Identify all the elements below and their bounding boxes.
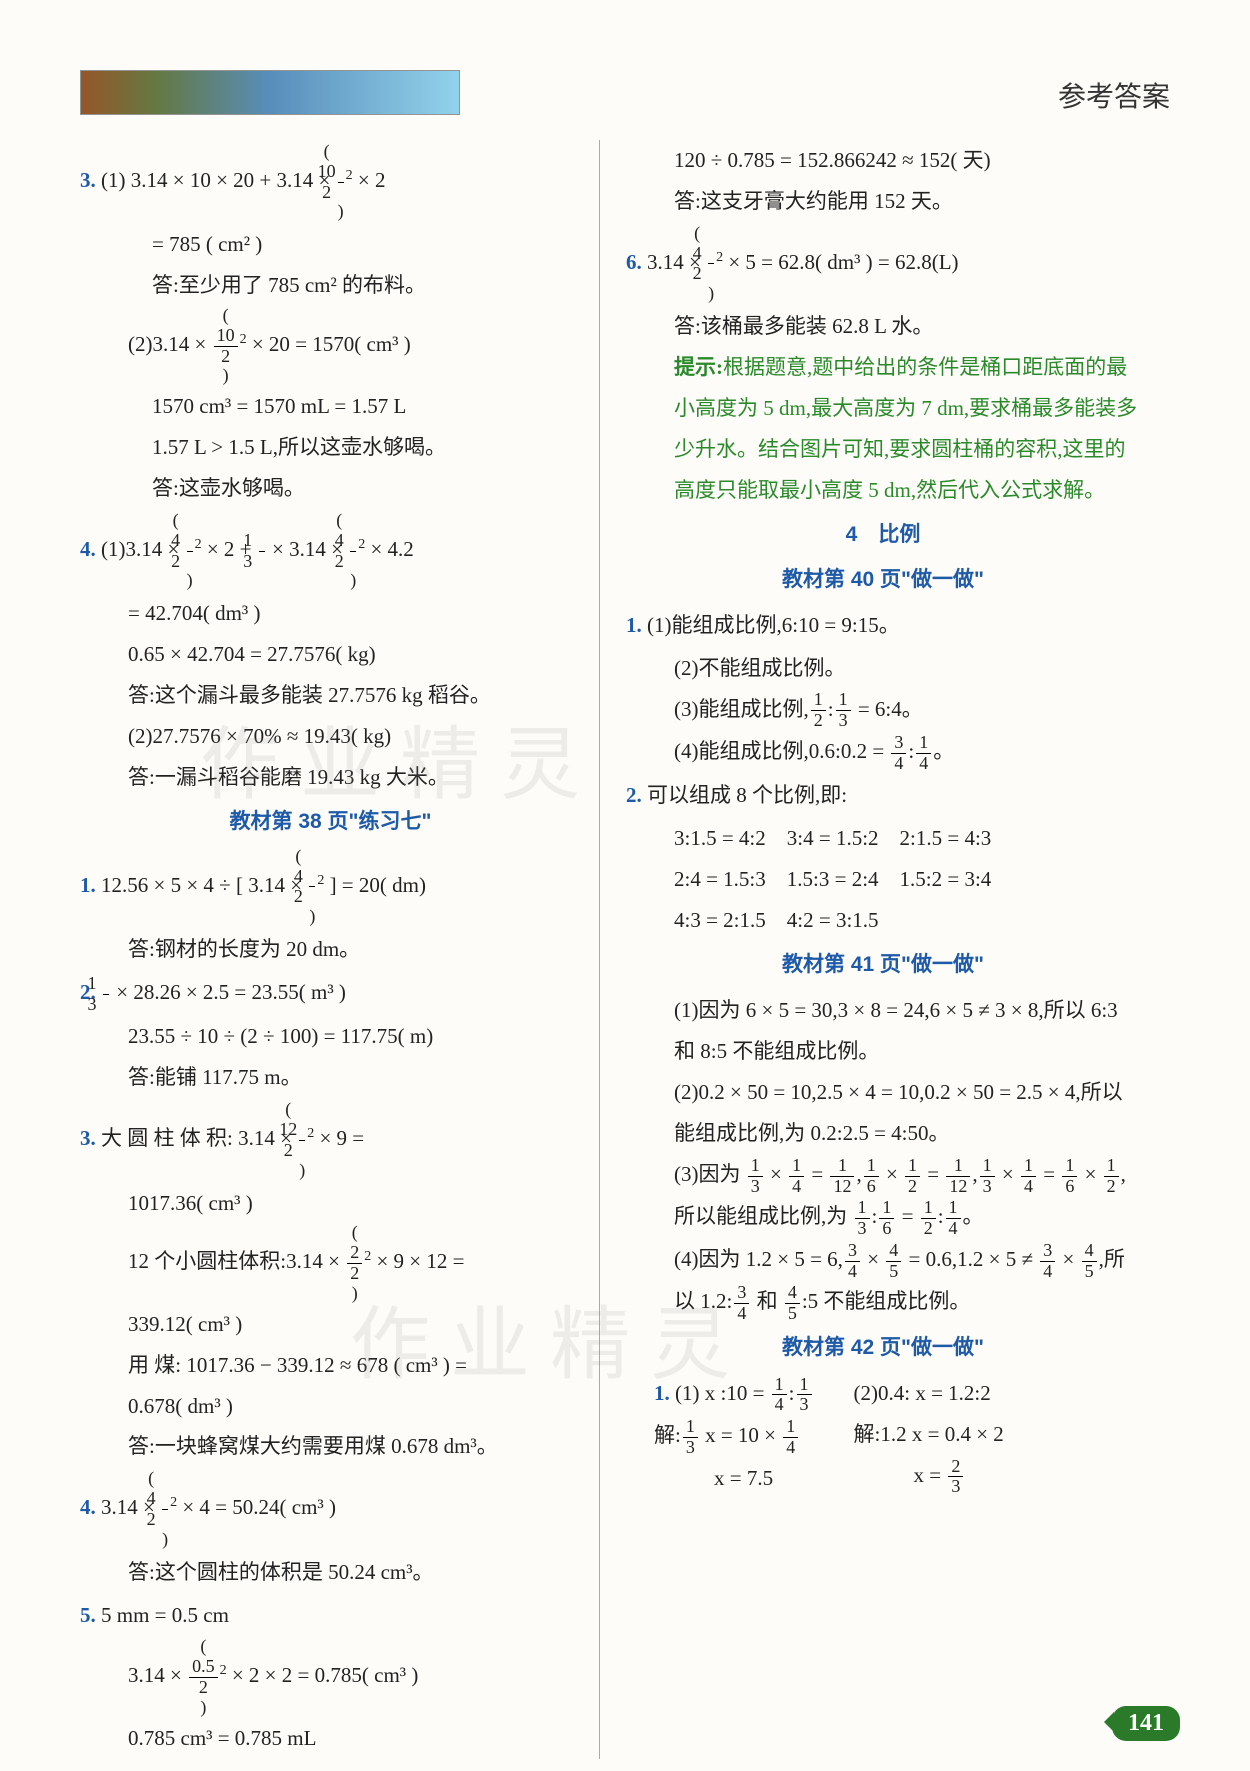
- problem-2: 2. 13 × 28.26 × 2.5 = 23.55( m³ ): [80, 972, 581, 1014]
- text: 0.785 cm³ = 0.785 mL: [80, 1718, 581, 1759]
- text: (3)能组成比例,12:13 = 6:4。: [626, 689, 1140, 731]
- text: 答:至少用了 785 cm² 的布料。: [80, 265, 581, 306]
- left-column: 3. (1) 3.14 × 10 × 20 + 3.14 × (102)2 × …: [80, 140, 600, 1759]
- text: 1017.36( cm³ ): [80, 1183, 581, 1224]
- text: (3)因为 13 × 14 = 112,16 × 12 = 112,13 × 1…: [626, 1154, 1140, 1239]
- text: 答:这个圆柱的体积是 50.24 cm³。: [80, 1552, 581, 1593]
- problem-42-row: 1. (1) x :10 = 14:13 解:13 x = 10 × 14 x …: [626, 1373, 1140, 1499]
- text: 答:这支牙膏大约能用 152 天。: [626, 181, 1140, 222]
- problem-5: 5. 5 mm = 0.5 cm: [80, 1595, 581, 1636]
- right-column: 120 ÷ 0.785 = 152.866242 ≈ 152( 天) 答:这支牙…: [620, 140, 1140, 1759]
- text: (1)因为 6 × 5 = 30,3 × 8 = 24,6 × 5 ≠ 3 × …: [626, 990, 1140, 1072]
- section-header: 教材第 41 页"做一做": [626, 945, 1140, 986]
- text: 答:一漏斗稻谷能磨 19.43 kg 大米。: [80, 757, 581, 798]
- text: (2)不能组成比例。: [626, 648, 1140, 689]
- text: 2:4 = 1.5:3 1.5:3 = 2:4 1.5:2 = 3:4: [626, 859, 1140, 900]
- problem-1: 1. 12.56 × 5 × 4 ÷ [ 3.14 × (42)2 ] = 20…: [80, 847, 581, 927]
- text: (2)0.2 × 50 = 10,2.5 × 4 = 10,0.2 × 50 =…: [626, 1072, 1140, 1154]
- text: (4)能组成比例,0.6:0.2 = 34:14。: [626, 731, 1140, 773]
- text: 答:一块蜂窝煤大约需要用煤 0.678 dm³。: [80, 1426, 581, 1467]
- content-columns: 3. (1) 3.14 × 10 × 20 + 3.14 × (102)2 × …: [80, 140, 1190, 1759]
- text: = 785 ( cm² ): [80, 224, 581, 265]
- tip-text: 提示:根据题意,题中给出的条件是桶口距底面的最小高度为 5 dm,最大高度为 7…: [626, 347, 1140, 511]
- text: 12 个小圆柱体积:3.14 × (22)2 × 9 × 12 =: [80, 1223, 581, 1303]
- text: 3:1.5 = 4:2 3:4 = 1.5:2 2:1.5 = 4:3: [626, 818, 1140, 859]
- text: 答:这个漏斗最多能装 27.7576 kg 稻谷。: [80, 675, 581, 716]
- text: 1570 cm³ = 1570 mL = 1.57 L: [80, 386, 581, 427]
- header-title: 参考答案: [1058, 75, 1170, 115]
- text: 3.14 × (0.52)2 × 2 × 2 = 0.785( cm³ ): [80, 1637, 581, 1717]
- text: = 42.704( dm³ ): [80, 593, 581, 634]
- text: 1.57 L > 1.5 L,所以这壶水够喝。: [80, 427, 581, 468]
- text: 0.678( dm³ ): [80, 1386, 581, 1427]
- text: (4)因为 1.2 × 5 = 6,34 × 45 = 0.6,1.2 × 5 …: [626, 1239, 1140, 1324]
- text: 答:这壶水够喝。: [80, 468, 581, 509]
- problem-2r: 2. 可以组成 8 个比例,即:: [626, 775, 1140, 816]
- section-header: 教材第 40 页"做一做": [626, 560, 1140, 601]
- problem-4b: 4. 3.14 × (42)2 × 4 = 50.24( cm³ ): [80, 1469, 581, 1549]
- text: (2)3.14 × (102)2 × 20 = 1570( cm³ ): [80, 306, 581, 386]
- text: 用 煤: 1017.36 − 339.12 ≈ 678 ( cm³ ) =: [80, 1345, 581, 1386]
- text: 4:3 = 2:1.5 4:2 = 3:1.5: [626, 900, 1140, 941]
- text: 答:能铺 117.75 m。: [80, 1057, 581, 1098]
- text: 120 ÷ 0.785 = 152.866242 ≈ 152( 天): [626, 140, 1140, 181]
- problem-1r: 1. (1)能组成比例,6:10 = 9:15。: [626, 605, 1140, 646]
- section-header: 4 比例: [626, 515, 1140, 556]
- text: 23.55 ÷ 10 ÷ (2 ÷ 100) = 117.75( m): [80, 1016, 581, 1057]
- problem-6: 6. 3.14 × (42)2 × 5 = 62.8( dm³ ) = 62.8…: [626, 224, 1140, 304]
- text: 339.12( cm³ ): [80, 1304, 581, 1345]
- section-header: 教材第 42 页"做一做": [626, 1328, 1140, 1369]
- page-number: 141: [1112, 1706, 1180, 1741]
- col-a: 1. (1) x :10 = 14:13 解:13 x = 10 × 14 x …: [654, 1373, 814, 1499]
- problem-4: 4. (1)3.14 × (42)2 × 2 + 13 × 3.14 × (42…: [80, 511, 581, 591]
- section-header: 教材第 38 页"练习七": [80, 802, 581, 843]
- problem-3b: 3. 大 圆 柱 体 积: 3.14 × (122)2 × 9 =: [80, 1100, 581, 1180]
- header-banner: [80, 70, 460, 115]
- text: 0.65 × 42.704 = 27.7576( kg): [80, 634, 581, 675]
- text: 答:钢材的长度为 20 dm。: [80, 929, 581, 970]
- col-b: (2)0.4: x = 1.2:2 解:1.2 x = 0.4 × 2 x = …: [854, 1373, 1004, 1499]
- text: (2)27.7576 × 70% ≈ 19.43( kg): [80, 716, 581, 757]
- problem-3: 3. (1) 3.14 × 10 × 20 + 3.14 × (102)2 × …: [80, 142, 581, 222]
- text: 答:该桶最多能装 62.8 L 水。: [626, 306, 1140, 347]
